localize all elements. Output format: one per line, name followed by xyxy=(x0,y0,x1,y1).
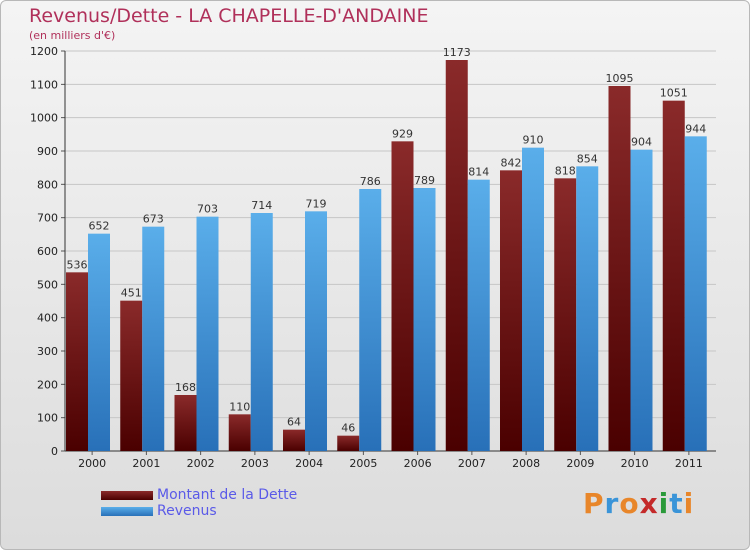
data-label-dette: 929 xyxy=(392,127,413,140)
bar-dette-2002 xyxy=(174,395,197,451)
legend-label-dette: Montant de la Dette xyxy=(157,487,298,503)
data-label-dette: 536 xyxy=(67,258,88,271)
bar-revenus-2001 xyxy=(142,226,165,451)
y-tick-label: 100 xyxy=(37,412,58,425)
bar-revenus-2009 xyxy=(576,166,599,452)
data-label-revenus: 703 xyxy=(197,203,218,216)
bar-dette-2004 xyxy=(283,429,305,451)
y-tick-label: 800 xyxy=(37,178,58,191)
bar-dette-2009 xyxy=(554,178,577,452)
x-tick-label: 2011 xyxy=(675,457,703,470)
legend-label-revenus: Revenus xyxy=(157,503,217,519)
legend: Montant de la Dette Revenus xyxy=(101,487,297,519)
x-tick-label: 2000 xyxy=(78,457,106,470)
legend-swatch-dette xyxy=(101,490,153,500)
bar-revenus-2005 xyxy=(359,189,382,451)
chart-title: Revenus/Dette - LA CHAPELLE-D'ANDAINE xyxy=(29,5,429,27)
x-tick-label: 2005 xyxy=(349,457,377,470)
logo-letter: i xyxy=(683,487,695,520)
y-tick-label: 500 xyxy=(37,278,58,291)
y-tick-label: 600 xyxy=(37,245,58,258)
bar-revenus-2007 xyxy=(467,179,490,451)
data-label-revenus: 719 xyxy=(306,197,327,210)
x-tick-label: 2001 xyxy=(132,457,160,470)
y-tick-label: 200 xyxy=(37,378,58,391)
bar-revenus-2003 xyxy=(250,213,273,451)
data-label-revenus: 910 xyxy=(523,134,544,147)
data-label-revenus: 944 xyxy=(685,122,706,135)
logo-letter: r xyxy=(604,487,620,520)
bar-revenus-2010 xyxy=(630,149,653,451)
bar-dette-2006 xyxy=(391,141,414,452)
bar-revenus-2004 xyxy=(305,211,327,451)
bar-revenus-2011 xyxy=(684,136,707,452)
y-tick-label: 700 xyxy=(37,212,58,225)
data-label-dette: 64 xyxy=(287,416,301,429)
bar-revenus-2002 xyxy=(196,216,219,451)
bar-dette-2011 xyxy=(662,100,685,452)
bar-dette-2007 xyxy=(445,60,468,451)
y-tick-label: 1200 xyxy=(30,45,58,58)
data-label-dette: 168 xyxy=(175,381,196,394)
bar-dette-2003 xyxy=(228,414,251,451)
x-tick-label: 2009 xyxy=(566,457,594,470)
data-label-revenus: 904 xyxy=(631,136,652,149)
bar-dette-2001 xyxy=(120,300,143,451)
data-label-dette: 46 xyxy=(341,422,355,435)
y-tick-label: 1000 xyxy=(30,112,58,125)
logo-letter: i xyxy=(658,487,670,520)
data-label-dette: 451 xyxy=(121,287,142,300)
legend-swatch-revenus xyxy=(101,506,153,516)
y-tick-label: 300 xyxy=(37,345,58,358)
data-label-revenus: 714 xyxy=(251,199,272,212)
data-label-revenus: 673 xyxy=(143,213,164,226)
logo-letter: o xyxy=(619,487,640,520)
bar-dette-2005 xyxy=(337,435,360,451)
data-label-dette: 110 xyxy=(229,400,250,413)
legend-item-dette: Montant de la Dette xyxy=(101,487,297,503)
y-tick-label: 1100 xyxy=(30,78,58,91)
data-label-dette: 1095 xyxy=(606,72,634,85)
data-label-dette: 1051 xyxy=(660,87,688,100)
bar-dette-2010 xyxy=(608,86,631,451)
y-tick-label: 900 xyxy=(37,145,58,158)
bar-revenus-2006 xyxy=(413,188,436,451)
proxiti-logo: Proxiti xyxy=(583,487,694,520)
x-tick-label: 2003 xyxy=(241,457,269,470)
data-label-revenus: 814 xyxy=(468,166,489,179)
x-tick-label: 2002 xyxy=(187,457,215,470)
x-tick-label: 2008 xyxy=(512,457,540,470)
data-label-dette: 818 xyxy=(555,164,576,177)
legend-item-revenus: Revenus xyxy=(101,503,297,519)
logo-letter: P xyxy=(583,487,605,520)
data-label-revenus: 786 xyxy=(360,175,381,188)
y-tick-label: 400 xyxy=(37,312,58,325)
x-tick-label: 2010 xyxy=(621,457,649,470)
y-tick-label: 0 xyxy=(51,445,58,458)
bar-dette-2000 xyxy=(66,272,88,451)
x-tick-label: 2004 xyxy=(295,457,323,470)
x-tick-label: 2006 xyxy=(404,457,432,470)
data-label-revenus: 854 xyxy=(577,152,598,165)
logo-letter: t xyxy=(669,487,684,520)
data-label-revenus: 652 xyxy=(89,220,110,233)
data-label-dette: 842 xyxy=(501,156,522,169)
logo-letter: x xyxy=(639,487,659,520)
bar-dette-2008 xyxy=(500,170,522,452)
data-label-dette: 1173 xyxy=(443,46,471,59)
data-label-revenus: 789 xyxy=(414,174,435,187)
x-tick-label: 2007 xyxy=(458,457,486,470)
bar-revenus-2000 xyxy=(88,233,110,451)
chart-subtitle: (en milliers d'€) xyxy=(29,29,116,42)
bar-revenus-2008 xyxy=(522,147,544,451)
